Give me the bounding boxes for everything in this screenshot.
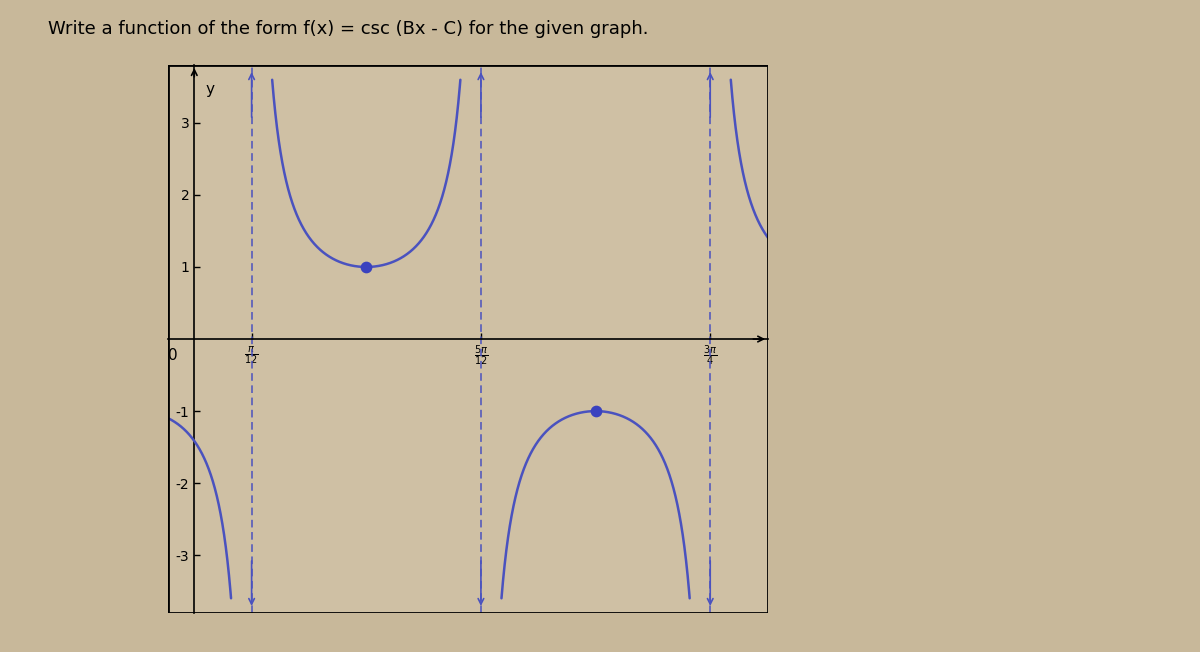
- Text: y: y: [205, 82, 215, 96]
- Text: 0: 0: [168, 348, 178, 363]
- Point: [586, 406, 605, 417]
- Bar: [168, 65, 768, 613]
- Text: Write a function of the form f(x) = csc (Bx - C) for the given graph.: Write a function of the form f(x) = csc …: [48, 20, 648, 38]
- Point: [356, 261, 376, 272]
